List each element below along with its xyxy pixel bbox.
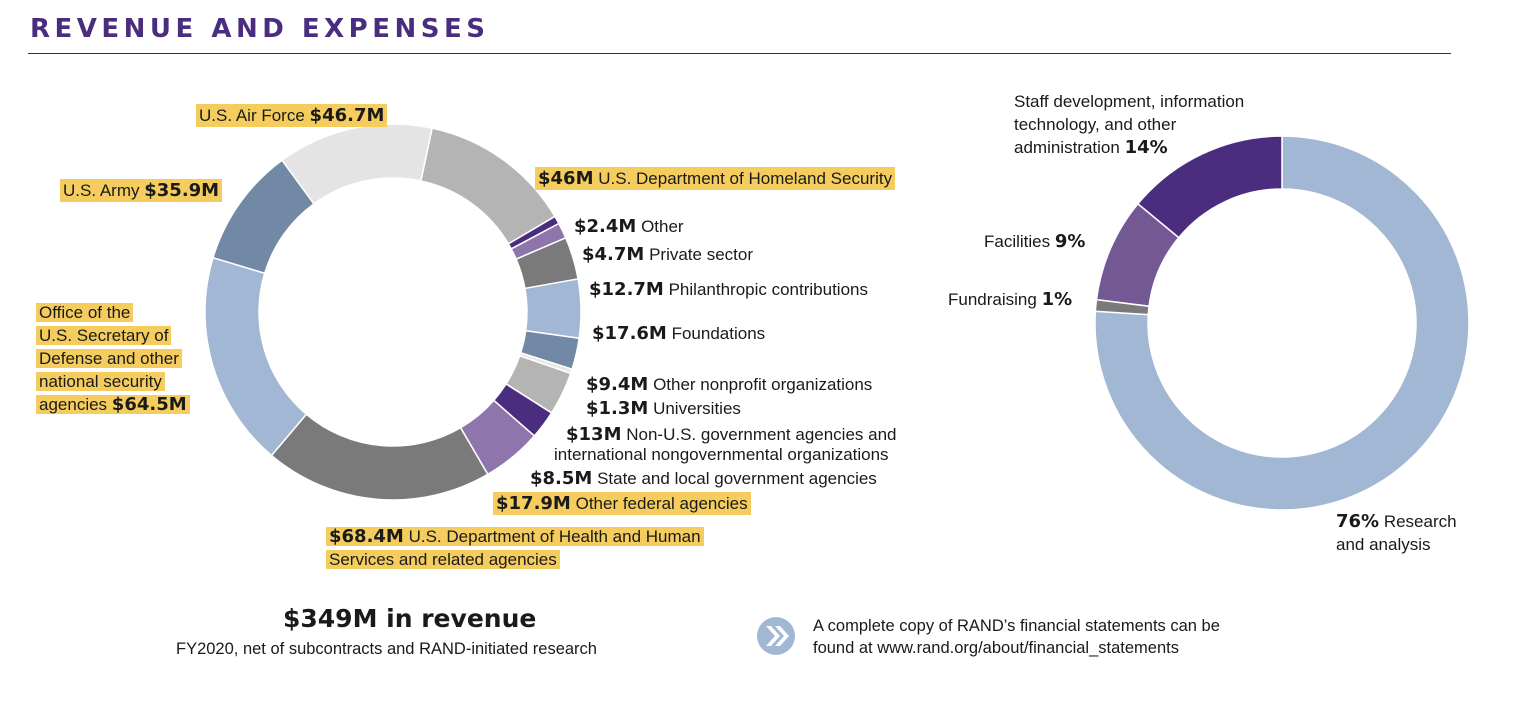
revenue-total: $349M in revenue: [283, 604, 537, 633]
financial-statements-link[interactable]: found at www.rand.org/about/financial_st…: [813, 639, 1179, 657]
label-other: $2.4M Other: [574, 216, 684, 237]
label-private-sector: $4.7M Private sector: [582, 244, 753, 265]
revenue-donut-chart: [204, 123, 582, 501]
label-army: U.S. Army $35.9M: [60, 179, 223, 202]
slice-office-of-the-u-s-secretary-of-defense-a: [204, 256, 308, 457]
slice-u-s-air-force: [280, 123, 433, 205]
title-divider: [28, 53, 1451, 54]
label-nonprofit: $9.4M Other nonprofit organizations: [586, 374, 873, 395]
slice-foundations: [524, 278, 582, 340]
label-staff-development: Staff development, information technolog…: [1014, 92, 1245, 158]
label-universities: $1.3M Universities: [586, 398, 741, 419]
label-hhs: $68.4M U.S. Department of Health and Hum…: [326, 525, 704, 571]
label-dhs: $46M U.S. Department of Homeland Securit…: [535, 167, 896, 190]
note-line-1: A complete copy of RAND’s financial stat…: [813, 617, 1220, 635]
label-non-us: $13M Non-U.S. government agencies and: [566, 424, 897, 445]
slice-u-s-department-of-health-and-human-servi: [270, 413, 489, 501]
expenses-donut-chart: [1094, 135, 1470, 511]
financial-statements-note: A complete copy of RAND’s financial stat…: [813, 615, 1220, 659]
chevron-right-icon: [757, 617, 795, 655]
label-research: 76% Research and analysis: [1336, 511, 1457, 554]
label-foundations: $17.6M Foundations: [592, 323, 766, 344]
label-facilities: Facilities 9%: [984, 231, 1086, 252]
revenue-subtitle: FY2020, net of subcontracts and RAND-ini…: [176, 640, 597, 658]
label-non-us-line2: international nongovernmental organizati…: [554, 445, 889, 464]
slice-research-and-analysis: [1094, 135, 1470, 511]
label-fundraising: Fundraising 1%: [948, 289, 1073, 310]
label-air-force: U.S. Air Force $46.7M: [196, 104, 388, 127]
page-title: REVENUE AND EXPENSES: [30, 14, 490, 44]
label-osd: Office of the U.S. Secretary of Defense …: [36, 301, 190, 416]
slice-staff-development-information-technology: [1136, 135, 1283, 239]
label-other-federal: $17.9M Other federal agencies: [493, 492, 751, 515]
label-state-local: $8.5M State and local government agencie…: [530, 468, 877, 489]
label-philanthropic: $12.7M Philanthropic contributions: [589, 279, 868, 300]
